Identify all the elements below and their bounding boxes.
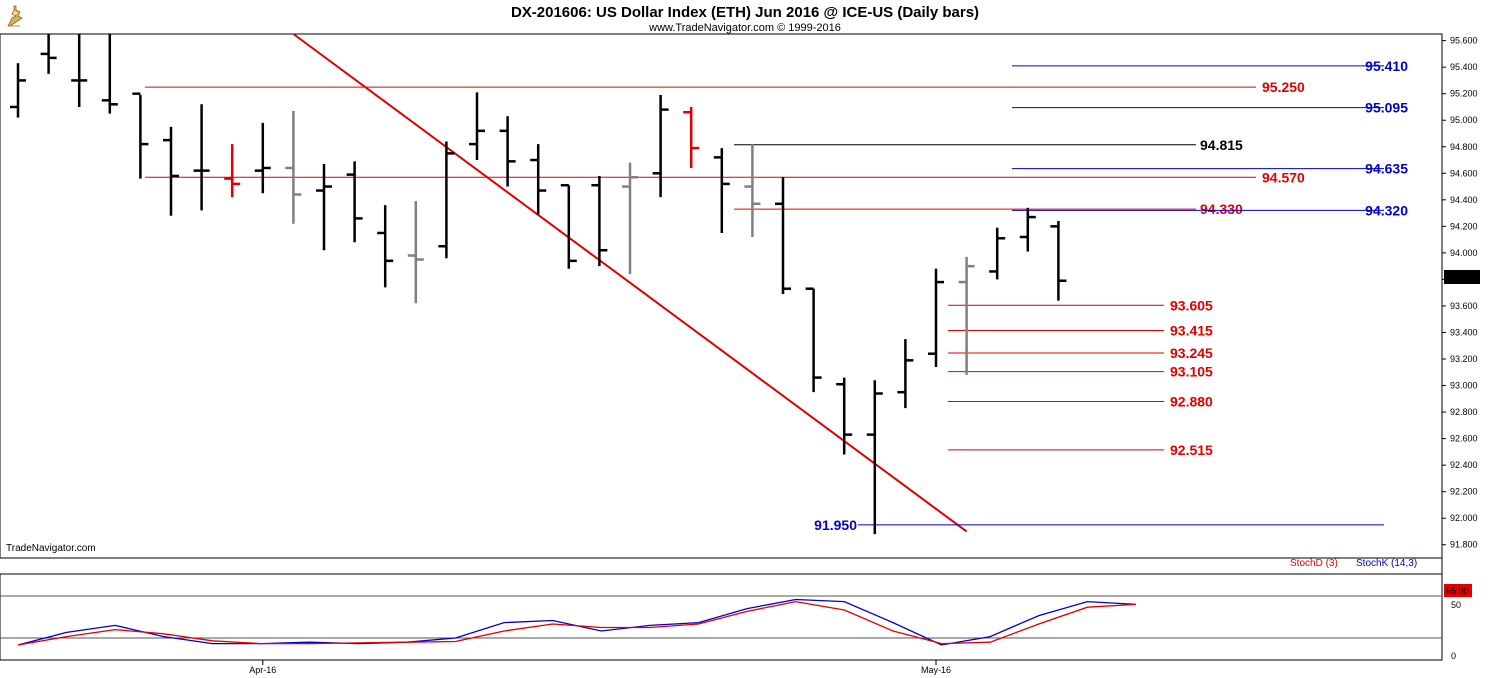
legend-stochd: StochD (3) [1290, 558, 1338, 569]
price-tick-label: 93.200 [1450, 354, 1478, 364]
chart-subtitle: www.TradeNavigator.com © 1999-2016 [648, 22, 841, 34]
price-tick-label: 95.000 [1450, 115, 1478, 125]
level-label: 95.410 [1365, 58, 1408, 74]
ohlc-bar [1050, 221, 1067, 301]
ohlc-bar [224, 144, 241, 198]
price-tick-label: 94.200 [1450, 221, 1478, 231]
ohlc-bar [989, 227, 1006, 280]
level-label: 93.245 [1170, 345, 1213, 361]
date-tick-label: May-16 [921, 665, 951, 675]
stochastic-panel [0, 595, 1442, 646]
ohlc-bar [622, 162, 638, 275]
ohlc-bar [897, 339, 914, 409]
ohlc-bar [560, 183, 577, 269]
price-tick-label: 93.000 [1450, 381, 1478, 391]
ohlc-bar [836, 377, 853, 455]
price-tick-label: 93.600 [1450, 301, 1478, 311]
ohlc-bar [652, 95, 669, 198]
level-label: 91.950 [814, 517, 857, 533]
level-label: 94.635 [1365, 161, 1408, 177]
frame [0, 33, 1443, 661]
price-tick-label: 95.400 [1450, 62, 1478, 72]
ohlc-bar [377, 205, 394, 288]
ohlc-bar [1019, 207, 1036, 252]
stoch-tick-50: 50 [1451, 600, 1461, 610]
level-label: 94.570 [1262, 169, 1305, 185]
ohlc-bar [316, 164, 332, 251]
price-tick-label: 94.400 [1450, 195, 1478, 205]
ohlc-bar [928, 268, 944, 367]
price-tick-label: 91.800 [1450, 540, 1478, 550]
ohlc-bar [438, 141, 455, 259]
logo-icon [7, 5, 23, 27]
price-tick-label: 92.000 [1450, 513, 1478, 523]
price-tick-label: 92.400 [1450, 460, 1478, 470]
level-label: 93.415 [1170, 322, 1213, 338]
ohlc-bar [958, 256, 975, 375]
ohlc-bar [101, 34, 118, 114]
price-tick-label: 94.600 [1450, 168, 1478, 178]
price-tick-label: 93.400 [1450, 327, 1478, 337]
ohlc-bar [346, 161, 363, 243]
price-tick-label: 92.600 [1450, 434, 1478, 444]
ohlc-bar [805, 287, 822, 393]
level-label: 94.330 [1200, 201, 1243, 217]
last-price-marker: 93.790 [1444, 270, 1480, 284]
ohlc-bar [193, 104, 210, 211]
ohlc-bar [71, 34, 88, 107]
price-levels: 95.410 95.250 95.095 94.815 94.635 94.570 94.3… [145, 58, 1408, 533]
ohlc-bar [40, 34, 57, 74]
ohlc-bar [775, 177, 791, 295]
ohlc-bar [499, 116, 516, 187]
level-label: 95.250 [1262, 79, 1305, 95]
price-tick-label: 92.800 [1450, 407, 1478, 417]
stoch-last-value-label: 65.00 [1446, 586, 1469, 596]
ohlc-bar [10, 63, 26, 118]
ohlc-bar [744, 144, 761, 237]
ohlc-bar [254, 122, 271, 194]
level-label: 92.515 [1170, 442, 1213, 458]
ohlc-bar [163, 126, 179, 216]
ohlc-bar [713, 148, 730, 233]
ohlc-bar [683, 106, 700, 168]
price-tick-label: 94.000 [1450, 248, 1478, 258]
ohlc-bar [285, 110, 302, 224]
price-tick-label: 95.600 [1450, 36, 1478, 46]
trendline-line [292, 33, 968, 533]
legend-stochk: StochK (14,3) [1356, 558, 1417, 569]
trendline [292, 33, 968, 533]
ohlc-bar [866, 380, 883, 535]
chart-title: DX-201606: US Dollar Index (ETH) Jun 201… [511, 4, 979, 21]
ohlc-bar [530, 144, 547, 215]
price-tick-label: 92.200 [1450, 487, 1478, 497]
ohlc-bar [591, 175, 608, 267]
date-tick-label: Apr-16 [249, 665, 276, 675]
price-bars [10, 34, 1067, 535]
stoch-last-value-marker: 65.00 [1444, 584, 1472, 597]
price-tick-label: 94.800 [1450, 142, 1478, 152]
price-axis: 95.600 95.400 95.200 95.000 94.800 94.600 94.4… [1442, 36, 1478, 550]
stochd-line [17, 600, 1137, 646]
ohlc-bar [132, 92, 149, 179]
date-axis: Apr-16 May-16 [249, 660, 951, 675]
watermark: TradeNavigator.com [6, 543, 96, 554]
stoch-tick-0: 0 [1451, 651, 1456, 661]
level-label: 93.105 [1170, 364, 1213, 380]
ohlc-bar [469, 92, 485, 161]
level-label: 95.095 [1365, 100, 1408, 116]
level-label: 94.815 [1200, 137, 1243, 153]
level-label: 93.605 [1170, 297, 1213, 313]
ohlc-bar [407, 201, 424, 304]
level-label: 94.320 [1365, 202, 1408, 218]
level-label: 92.880 [1170, 393, 1213, 409]
price-tick-label: 95.200 [1450, 89, 1478, 99]
last-price-label: 93.790 [1446, 273, 1474, 283]
